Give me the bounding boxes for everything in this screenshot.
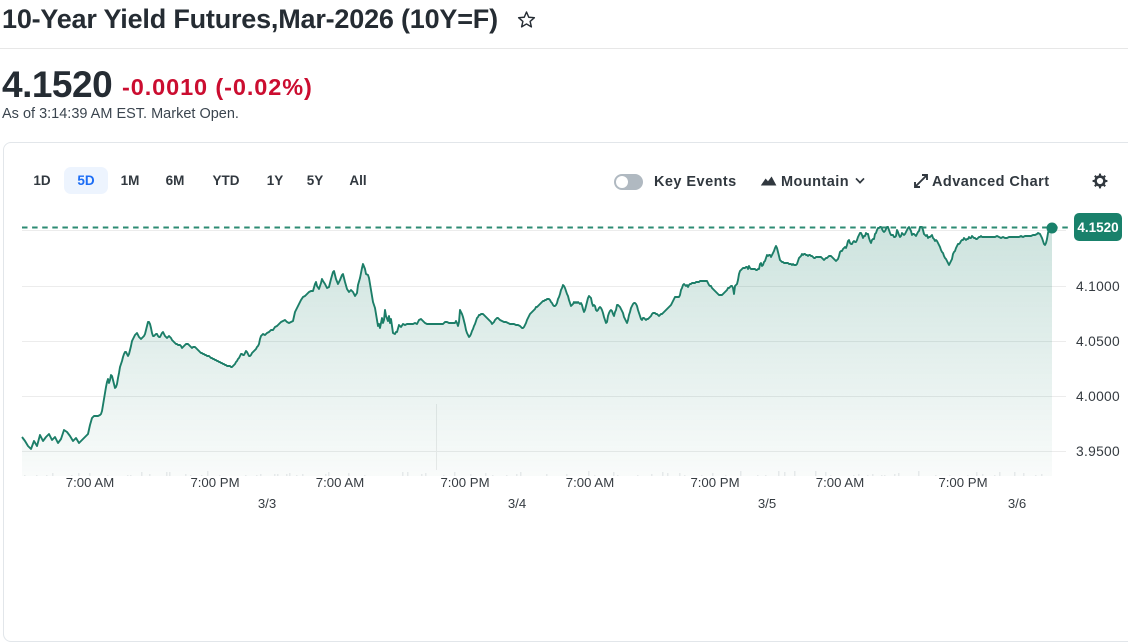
svg-text:3/6: 3/6: [1008, 496, 1026, 511]
svg-text:4.0000: 4.0000: [1076, 389, 1120, 404]
svg-text:3/4: 3/4: [508, 496, 526, 511]
svg-text:7:00 PM: 7:00 PM: [440, 475, 489, 490]
svg-text:7:00 AM: 7:00 AM: [816, 475, 864, 490]
svg-text:4.1520: 4.1520: [1077, 220, 1118, 235]
svg-text:7:00 PM: 7:00 PM: [938, 475, 987, 490]
svg-text:7:00 AM: 7:00 AM: [566, 475, 614, 490]
svg-text:4.0500: 4.0500: [1076, 334, 1120, 349]
svg-text:3/5: 3/5: [758, 496, 776, 511]
svg-text:7:00 PM: 7:00 PM: [690, 475, 739, 490]
svg-text:7:00 PM: 7:00 PM: [190, 475, 239, 490]
svg-text:3.9500: 3.9500: [1076, 444, 1120, 459]
svg-text:4.1000: 4.1000: [1076, 279, 1120, 294]
svg-text:3/3: 3/3: [258, 496, 276, 511]
svg-text:7:00 AM: 7:00 AM: [66, 475, 114, 490]
svg-text:7:00 AM: 7:00 AM: [316, 475, 364, 490]
